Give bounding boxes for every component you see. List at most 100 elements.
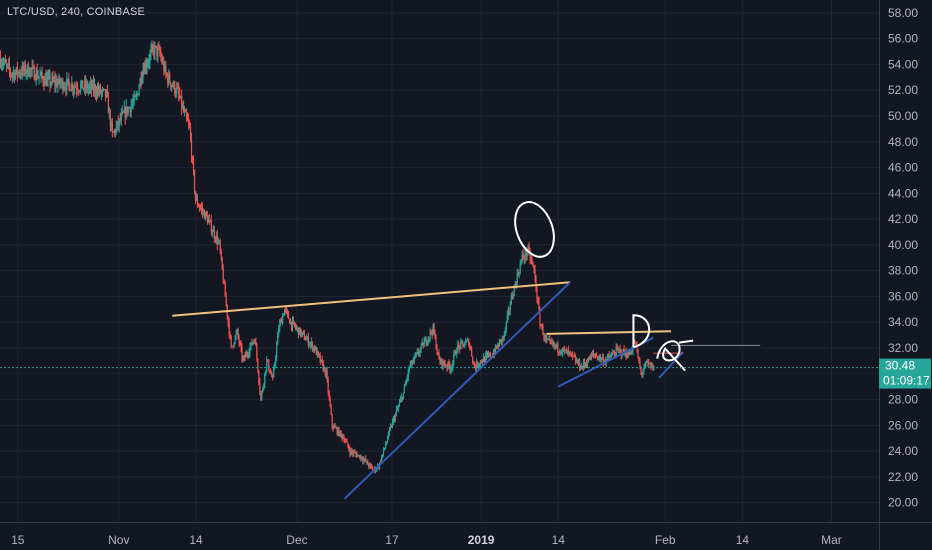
candle-body — [283, 309, 286, 316]
wedge-lower-line[interactable] — [658, 351, 684, 379]
candle-body — [558, 351, 560, 353]
candle-body — [348, 446, 350, 450]
candle-body — [607, 355, 609, 357]
candle-body — [148, 61, 150, 63]
candle-body — [178, 88, 180, 95]
candle-body — [448, 362, 450, 366]
candle-body — [526, 253, 528, 257]
candle-body — [78, 90, 80, 92]
candle-body — [610, 354, 612, 358]
candle-body — [233, 343, 235, 347]
candle-body — [616, 347, 618, 349]
candle-body — [83, 88, 85, 90]
small-resistance-line[interactable] — [546, 330, 672, 335]
candle-body — [289, 321, 292, 324]
candle-body — [455, 351, 457, 355]
candle-body — [406, 376, 408, 380]
candle-body — [57, 83, 59, 87]
candle-body — [320, 359, 322, 362]
candle-body — [423, 341, 425, 348]
candle-body — [336, 428, 338, 434]
candle-body — [507, 309, 509, 315]
candle-body — [473, 361, 475, 363]
candle-body — [222, 269, 224, 283]
candle-body — [14, 72, 16, 79]
candle-body — [269, 369, 271, 373]
candle-body — [432, 324, 434, 335]
candle-body — [169, 74, 171, 83]
candle-body — [644, 363, 646, 369]
candle-body — [279, 323, 281, 330]
candle-body — [362, 459, 364, 462]
candle-body — [523, 257, 525, 259]
candle-body — [572, 353, 574, 356]
candle-body — [147, 62, 149, 66]
candle-body — [100, 91, 103, 94]
candle-body — [21, 66, 23, 75]
candle-body — [284, 309, 287, 311]
candle-body — [267, 359, 269, 361]
candle-body — [111, 123, 113, 133]
candle-body — [381, 453, 384, 458]
candle-body — [489, 353, 492, 358]
candle-body — [356, 454, 358, 457]
price-tick-label: 42.00 — [888, 212, 918, 226]
candle-body — [256, 345, 258, 359]
time-tick-label: Feb — [655, 533, 676, 547]
candle-body — [635, 342, 637, 345]
rising-support-line[interactable] — [343, 281, 571, 500]
candle-body — [522, 254, 524, 258]
candle-body — [628, 351, 630, 356]
candle-body — [154, 45, 156, 54]
candle-body — [369, 464, 371, 467]
candle-body — [469, 345, 471, 347]
candle-body — [11, 74, 13, 76]
candle-body — [450, 369, 452, 371]
candle-body — [547, 339, 549, 341]
candle-body — [505, 322, 507, 330]
candle-body — [576, 360, 579, 364]
candle-body — [54, 79, 56, 85]
handdrawn-d[interactable] — [632, 314, 651, 349]
candle-body — [443, 360, 445, 364]
candle-body — [640, 367, 642, 374]
candle-body — [622, 349, 624, 355]
candle-body — [394, 413, 397, 421]
candle-body — [158, 48, 160, 50]
candle-body — [433, 324, 435, 334]
candle-body — [329, 397, 331, 407]
candle-body — [585, 363, 588, 366]
candle-body — [323, 367, 325, 371]
candle-body — [383, 447, 386, 449]
handdrawn-circle[interactable] — [508, 197, 561, 262]
candle-body — [614, 354, 616, 356]
candle-body — [73, 88, 75, 91]
candle-body — [508, 309, 510, 311]
candle-body — [354, 452, 356, 454]
candle-body — [430, 331, 432, 333]
candle-body — [328, 392, 330, 398]
candle-body — [162, 61, 164, 63]
candle-body — [244, 355, 246, 358]
candle-body — [119, 118, 121, 121]
candle-body — [24, 64, 26, 74]
candle-body — [512, 296, 514, 298]
candle-body — [412, 360, 414, 364]
candle-body — [595, 356, 597, 358]
upper-resistance-line[interactable] — [172, 281, 571, 317]
handdrawn-scribble[interactable] — [656, 339, 694, 372]
candle-body — [210, 220, 212, 233]
candle-body — [30, 68, 32, 70]
time-axis[interactable]: 15 Nov 14 Dec 17 2019 14 Feb 14 Mar — [11, 533, 842, 547]
candle-body — [25, 72, 27, 74]
candle-body — [86, 83, 88, 89]
candle-body — [427, 338, 429, 343]
candle-body — [125, 106, 127, 118]
candle-body — [481, 361, 484, 363]
candle-body — [634, 341, 636, 343]
candle-body — [295, 327, 298, 329]
candle-body — [385, 442, 388, 446]
candle-body — [60, 83, 62, 85]
candle-body — [23, 64, 25, 71]
